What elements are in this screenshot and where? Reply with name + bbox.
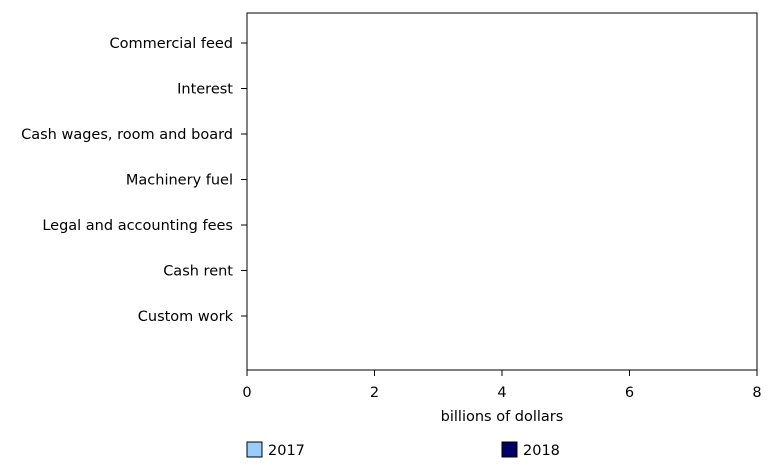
x-tick-label: 8 <box>752 385 761 401</box>
legend-swatch <box>246 441 263 458</box>
legend-label: 2018 <box>523 443 560 459</box>
axis-layer: 0 2 4 6 8 <box>241 12 762 401</box>
x-tick-label: 4 <box>497 385 506 401</box>
category-label: Custom work <box>138 309 234 325</box>
category-label: Cash rent <box>163 264 233 280</box>
category-label: Legal and accounting fees <box>42 218 233 234</box>
legend-label: 2017 <box>268 443 305 459</box>
x-tick-label: 0 <box>242 385 251 401</box>
x-tick-label: 6 <box>625 385 634 401</box>
category-label: Commercial feed <box>110 36 233 52</box>
label-layer: Commercial feed Interest Cash wages, room … <box>21 36 233 325</box>
legend: 2017 2018 <box>246 441 560 459</box>
category-label: Machinery fuel <box>126 173 233 189</box>
category-label: Cash wages, room and board <box>21 127 233 143</box>
plot-frame <box>246 12 758 371</box>
x-tick-label: 2 <box>370 385 379 401</box>
legend-swatch <box>501 441 518 458</box>
x-axis-title: billions of dollars <box>441 409 564 425</box>
category-label: Interest <box>177 82 233 98</box>
